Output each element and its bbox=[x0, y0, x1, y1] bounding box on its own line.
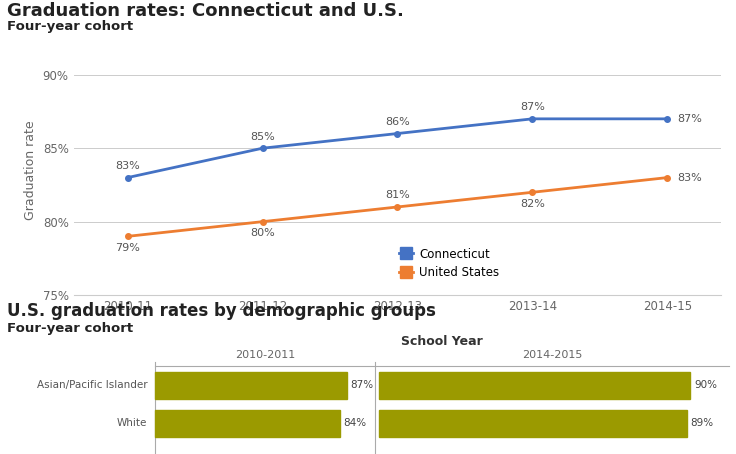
Text: 87%: 87% bbox=[676, 114, 701, 124]
Bar bbox=[155, 410, 340, 437]
Text: U.S. graduation rates by demographic groups: U.S. graduation rates by demographic gro… bbox=[7, 302, 436, 320]
Text: Asian/Pacific Islander: Asian/Pacific Islander bbox=[37, 380, 147, 390]
Text: 83%: 83% bbox=[116, 161, 140, 171]
Text: 89%: 89% bbox=[690, 418, 714, 429]
Text: Four-year cohort: Four-year cohort bbox=[7, 322, 133, 336]
Text: 84%: 84% bbox=[344, 418, 367, 429]
Bar bbox=[155, 372, 347, 399]
Y-axis label: Graduation rate: Graduation rate bbox=[24, 120, 38, 220]
Text: Four-year cohort: Four-year cohort bbox=[7, 20, 133, 34]
Text: 2014-2015: 2014-2015 bbox=[522, 350, 582, 360]
Text: 79%: 79% bbox=[115, 243, 140, 253]
Text: 85%: 85% bbox=[250, 132, 275, 142]
Text: 82%: 82% bbox=[520, 199, 545, 209]
Text: 80%: 80% bbox=[250, 228, 275, 238]
Text: School Year: School Year bbox=[400, 335, 483, 348]
Text: 90%: 90% bbox=[694, 380, 717, 390]
Text: 87%: 87% bbox=[350, 380, 373, 390]
Text: 87%: 87% bbox=[520, 102, 545, 112]
Legend: Connecticut, United States: Connecticut, United States bbox=[394, 243, 504, 284]
Bar bbox=[379, 410, 687, 437]
Text: 86%: 86% bbox=[385, 117, 410, 127]
Text: 83%: 83% bbox=[676, 173, 701, 183]
Text: White: White bbox=[117, 418, 147, 429]
Bar bbox=[379, 372, 690, 399]
Text: Graduation rates: Connecticut and U.S.: Graduation rates: Connecticut and U.S. bbox=[7, 2, 404, 20]
Text: 81%: 81% bbox=[385, 190, 410, 200]
Text: 2010-2011: 2010-2011 bbox=[235, 350, 295, 360]
